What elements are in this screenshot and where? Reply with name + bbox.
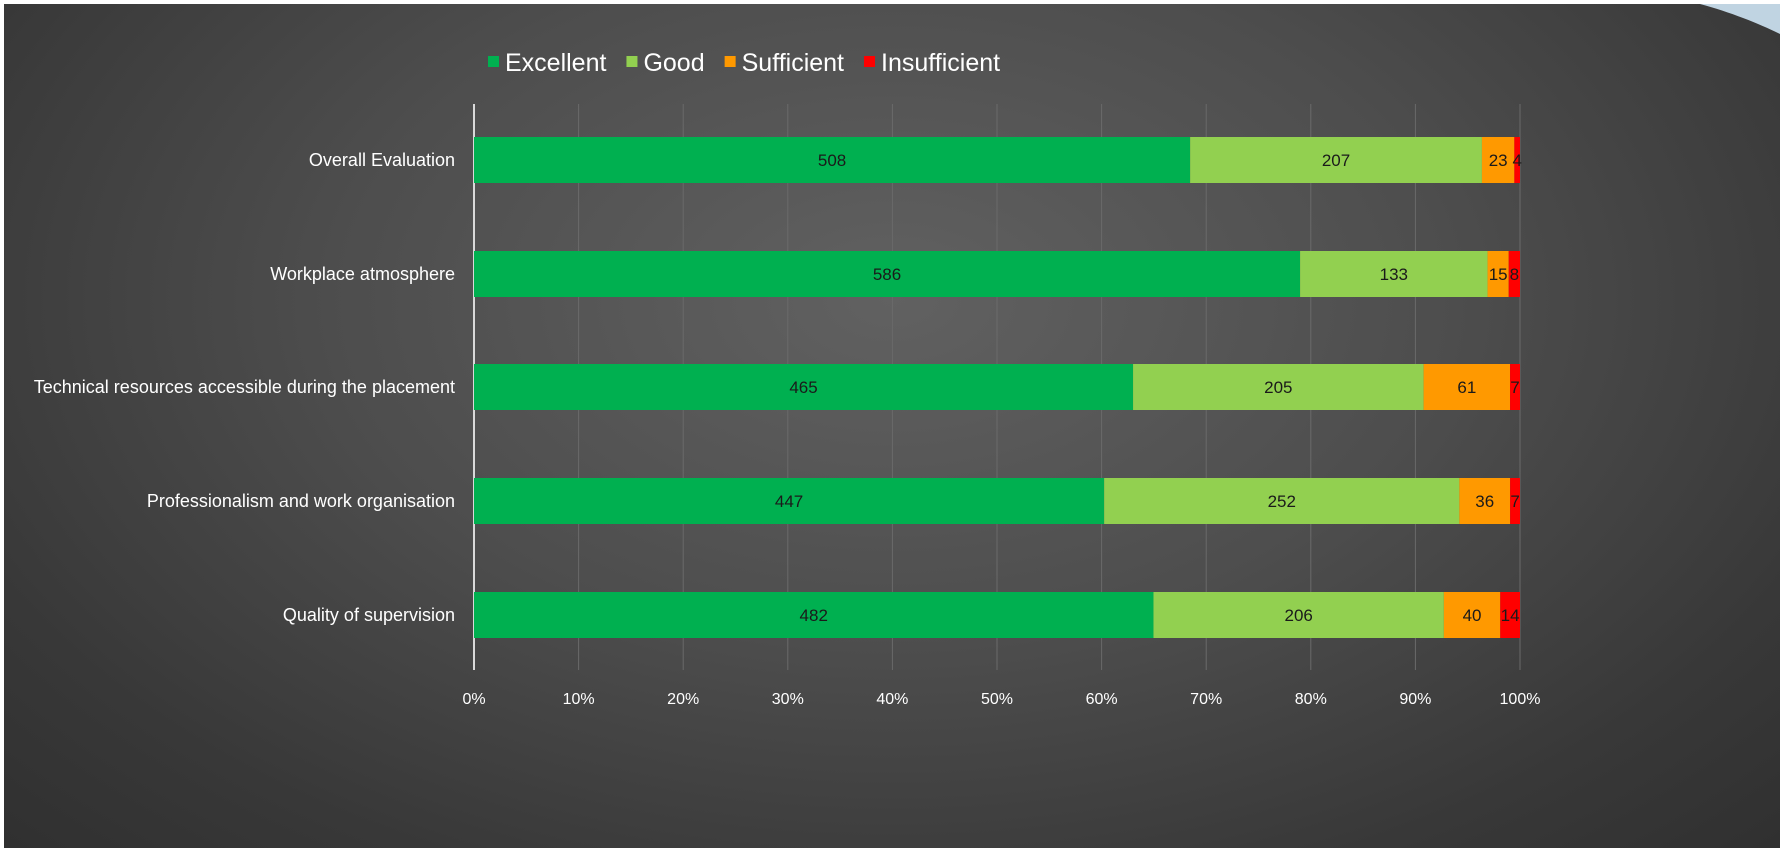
bar-segment [474,592,1154,638]
x-axis-ticks: 0% 10% 20% 30% 40% 50% 60% 70% 80% 90% 100% [462,691,1540,708]
bar-segment [474,364,1134,410]
x-tick-label: 40% [876,691,908,708]
legend-label: Insufficient [881,49,1000,77]
bar-segment [474,137,1191,183]
data-label: 133 [1380,265,1408,284]
data-label: 508 [818,151,846,170]
x-tick-label: 90% [1399,691,1431,708]
legend-label: Sufficient [742,49,844,77]
legend: Excellent Good Sufficient Insufficient [488,49,1000,77]
x-tick-label: 60% [1086,691,1118,708]
data-label: 207 [1322,151,1350,170]
bar-segment [1300,251,1488,297]
category-label: Professionalism and work organisation [147,491,455,511]
legend-swatch [626,56,638,67]
bar-segment [1508,251,1520,297]
bar-segment [1510,364,1520,410]
x-tick-label: 20% [667,691,699,708]
category-label: Overall Evaluation [309,150,455,170]
data-label: 15 [1489,265,1508,284]
bars [474,137,1520,638]
data-label: 36 [1475,492,1494,511]
data-label: 14 [1501,606,1520,625]
data-label: 8 [1510,265,1519,284]
data-label: 7 [1510,492,1519,511]
x-tick-label: 70% [1190,691,1222,708]
data-label: 40 [1463,606,1482,625]
x-tick-label: 0% [462,691,485,708]
legend-swatch [864,56,876,67]
bar-segment [1500,592,1520,638]
bar-segment [1510,478,1520,524]
legend-swatch [724,56,736,67]
data-label: 23 [1489,151,1508,170]
bar-segment [1104,478,1460,524]
data-label: 482 [800,606,828,625]
data-label: 61 [1457,378,1476,397]
x-tick-label: 50% [981,691,1013,708]
corner-decoration [1700,4,1780,34]
x-tick-label: 80% [1295,691,1327,708]
category-label: Technical resources accessible during th… [34,377,455,397]
x-tick-label: 30% [772,691,804,708]
data-label: 586 [873,265,901,284]
data-label: 465 [789,378,817,397]
bar-segment [1481,137,1515,183]
data-label: 206 [1284,606,1312,625]
bar-segment [1423,364,1511,410]
bar-segment [1459,478,1511,524]
data-label: 252 [1268,492,1296,511]
bar-segment [1514,137,1520,183]
bar-segment [1153,592,1444,638]
data-label: 205 [1264,378,1292,397]
data-label: 7 [1510,378,1519,397]
legend-label: Good [643,49,704,77]
bar-segment [1443,592,1501,638]
category-labels: Overall Evaluation Workplace atmosphere Te… [34,150,455,625]
bar-segment [474,251,1301,297]
legend-swatch [488,56,499,67]
legend-label: Excellent [505,49,606,77]
data-label: 4 [1512,151,1521,170]
x-tick-label: 10% [563,691,595,708]
bar-segment [1133,364,1424,410]
bar-segment [1190,137,1482,183]
x-tick-label: 100% [1500,691,1541,708]
data-label: 447 [775,492,803,511]
bar-segment [474,478,1105,524]
category-label: Workplace atmosphere [270,264,455,284]
category-label: Quality of supervision [283,605,455,625]
bar-segment [1487,251,1509,297]
